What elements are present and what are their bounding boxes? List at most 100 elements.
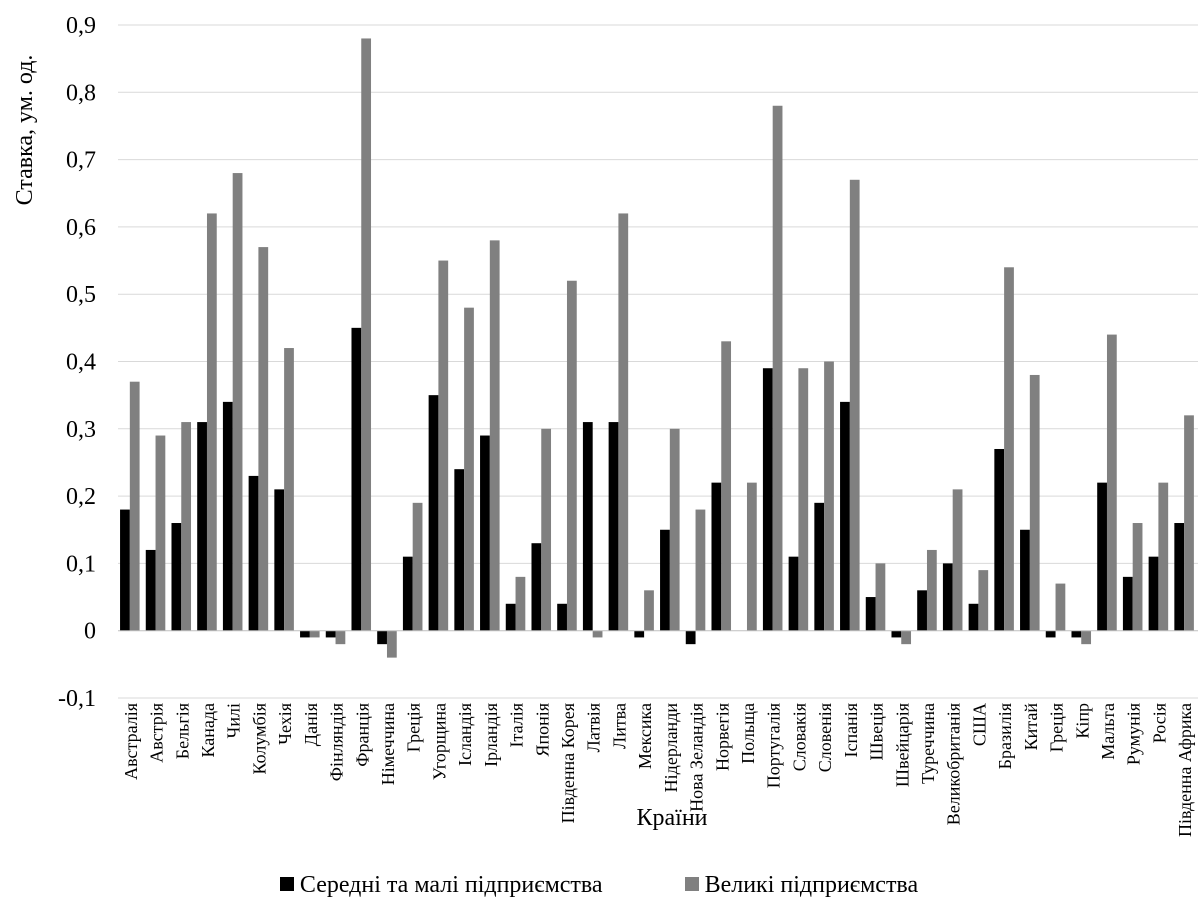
bar-sme (377, 630, 387, 645)
bar-large (618, 213, 629, 631)
bar-large (181, 422, 192, 631)
gridlines (118, 24, 1198, 699)
x-tick-label: Чилі (224, 703, 244, 738)
bars (120, 38, 1194, 658)
bar-large (1004, 267, 1014, 631)
bar-large (361, 38, 372, 631)
y-tick-label: 0,7 (66, 148, 96, 174)
x-tick-label: Канада (198, 703, 218, 758)
x-tick-label: Франція (352, 703, 372, 767)
bar-large (412, 502, 423, 631)
bar-sme (428, 395, 439, 631)
x-tick-label: Бразилія (995, 703, 1015, 769)
bar-large (978, 570, 989, 631)
x-tick-label: Ірландія (481, 703, 501, 767)
x-tick-label: Словенія (815, 703, 835, 772)
bar-sme (197, 422, 207, 631)
bar-sme (300, 630, 310, 638)
bar-chart: -0,1 0 0,1 0,2 0,3 0,4 0,5 0,6 0,7 0,8 0,9 Австрал… (12, 13, 1198, 837)
bar-large (592, 630, 603, 638)
x-tick-label: Італія (507, 703, 527, 748)
y-axis-title: Ставка, ум. од. (12, 55, 38, 206)
x-tick-label: Чехія (275, 703, 295, 745)
bar-large (206, 213, 217, 631)
bar-large (335, 630, 346, 645)
bar-sme (351, 327, 362, 631)
bar-large (489, 240, 500, 631)
bar-sme (840, 401, 850, 631)
x-tick-label: Австрія (147, 703, 167, 763)
y-tick-label: -0,1 (58, 686, 96, 712)
y-tick-label: 0 (84, 619, 96, 645)
x-tick-label: Німеччина (378, 703, 398, 785)
x-tick-label: США (969, 703, 989, 746)
x-tick-label: Іспанія (841, 703, 861, 758)
x-tick-label: Японія (532, 703, 552, 757)
y-tick-label: 0,2 (66, 484, 96, 510)
y-tick-label: 0,6 (66, 215, 96, 241)
bar-large (746, 482, 757, 631)
bar-large (1132, 523, 1143, 631)
bar-large (541, 428, 552, 631)
bar-sme (917, 590, 927, 631)
x-tick-label: Норвегія (712, 703, 732, 771)
bar-sme (942, 563, 953, 631)
bar-sme (145, 549, 156, 631)
x-tick-label: Колумбія (249, 703, 269, 774)
bar-large (515, 576, 526, 631)
bar-large (284, 348, 294, 631)
y-tick-label: 0,1 (66, 551, 96, 577)
x-tick-label: Данія (301, 703, 321, 746)
bar-large (232, 173, 243, 631)
x-tick-label: Туреччина (918, 703, 938, 784)
bar-large (849, 179, 860, 631)
bar-large (901, 630, 912, 645)
x-tick-label: Словакія (789, 703, 809, 771)
x-tick-label: Греція (404, 703, 424, 752)
bar-sme (582, 422, 593, 631)
bar-large (129, 381, 140, 631)
legend-swatch-sme (279, 877, 294, 891)
x-tick-label: Нова Зеландія (687, 703, 707, 812)
y-tick-label: 0,8 (66, 80, 96, 106)
y-tick-label: 0,5 (66, 282, 96, 308)
x-tick-label: Литва (609, 703, 629, 749)
x-tick-labels: Австралія Австрія Бельгія Канада Чилі Колумбі… (121, 703, 1195, 837)
bar-sme (402, 556, 413, 631)
x-tick-label: Росія (1149, 703, 1169, 743)
bar-sme (788, 556, 799, 631)
x-tick-label: Китай (1021, 703, 1041, 751)
bar-sme (222, 401, 233, 631)
bar-sme (274, 489, 285, 631)
bar-sme (660, 529, 670, 631)
x-tick-label: Нідерланди (661, 703, 681, 793)
bar-large (644, 590, 654, 631)
bar-sme (454, 469, 465, 631)
legend-item-large: Великі підприємства (684, 872, 918, 899)
bar-large (258, 247, 269, 631)
bar-large (1081, 630, 1092, 645)
bar-sme (480, 435, 490, 631)
bar-sme (634, 630, 645, 638)
x-tick-label: Південна Африка (1175, 703, 1195, 837)
bar-sme (1148, 556, 1159, 631)
bar-large (1158, 482, 1169, 631)
x-tick-label: Ісландія (455, 703, 475, 766)
bar-sme (1020, 529, 1030, 631)
bar-sme (685, 630, 696, 645)
legend: Середні та малі підприємства Великі підп… (0, 872, 1198, 899)
x-tick-label: Австралія (121, 703, 141, 780)
y-tick-label: 0,3 (66, 417, 96, 443)
x-tick-label: Великобританія (944, 703, 964, 825)
x-tick-label: Румунія (1124, 703, 1144, 765)
legend-item-sme: Середні та малі підприємства (279, 872, 603, 899)
bar-large (669, 428, 680, 631)
x-tick-label: Угорщина (429, 703, 449, 780)
bar-sme (1071, 630, 1082, 638)
bar-sme (762, 368, 773, 631)
bar-large (695, 509, 706, 631)
bar-large (875, 563, 886, 631)
bar-large (1029, 374, 1040, 631)
bar-sme (711, 482, 722, 631)
bar-large (824, 361, 834, 631)
